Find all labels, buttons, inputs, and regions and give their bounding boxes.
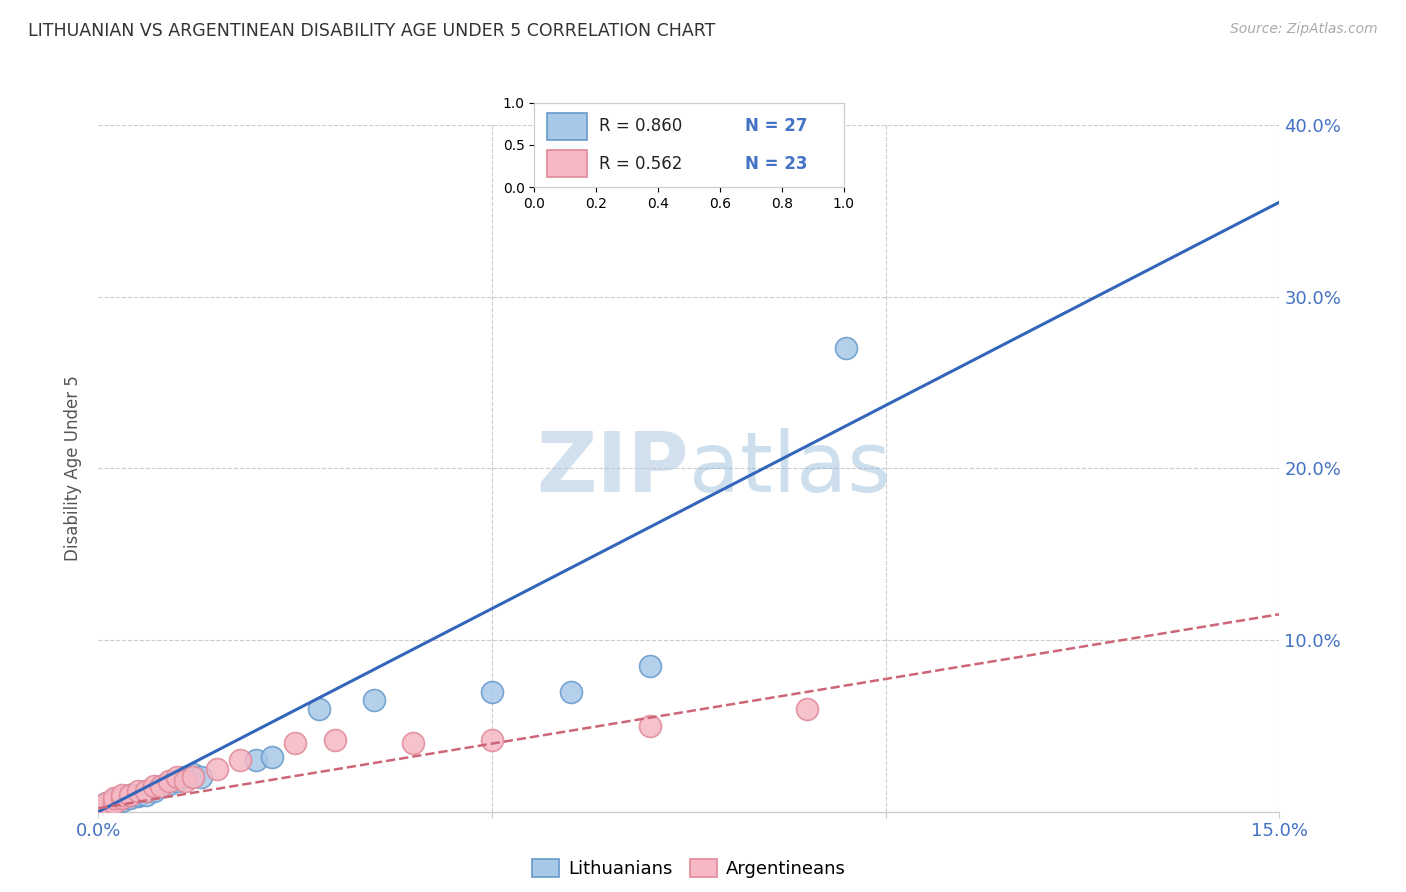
- Point: [150, 779, 173, 793]
- Point: [205, 762, 228, 776]
- Point: [166, 770, 188, 785]
- Text: atlas: atlas: [689, 428, 890, 508]
- Point: [135, 788, 157, 802]
- Point: [118, 788, 141, 802]
- Point: [103, 791, 125, 805]
- Point: [560, 684, 582, 698]
- Point: [142, 779, 165, 793]
- Text: N = 27: N = 27: [745, 118, 807, 136]
- Point: [118, 791, 141, 805]
- Point: [245, 753, 267, 767]
- Point: [127, 789, 149, 804]
- Point: [284, 736, 307, 750]
- Point: [166, 773, 188, 788]
- Point: [118, 788, 141, 802]
- Legend: Lithuanians, Argentineans: Lithuanians, Argentineans: [524, 851, 853, 885]
- Point: [96, 799, 118, 814]
- Point: [135, 784, 157, 798]
- Point: [190, 770, 212, 785]
- Text: LITHUANIAN VS ARGENTINEAN DISABILITY AGE UNDER 5 CORRELATION CHART: LITHUANIAN VS ARGENTINEAN DISABILITY AGE…: [28, 22, 716, 40]
- Point: [835, 341, 858, 355]
- Point: [135, 784, 157, 798]
- Point: [103, 797, 125, 812]
- Point: [174, 773, 197, 788]
- Point: [127, 788, 149, 802]
- Point: [402, 736, 425, 750]
- Point: [157, 777, 180, 791]
- Point: [103, 796, 125, 810]
- Point: [111, 791, 134, 805]
- Point: [127, 784, 149, 798]
- Text: Source: ZipAtlas.com: Source: ZipAtlas.com: [1230, 22, 1378, 37]
- Point: [181, 767, 204, 781]
- Point: [638, 719, 661, 733]
- Point: [323, 732, 346, 747]
- Point: [363, 693, 385, 707]
- Text: R = 0.860: R = 0.860: [599, 118, 682, 136]
- Point: [260, 749, 283, 764]
- Point: [796, 701, 818, 715]
- Point: [96, 799, 118, 814]
- Point: [150, 779, 173, 793]
- Point: [111, 788, 134, 802]
- Point: [96, 796, 118, 810]
- Point: [181, 770, 204, 785]
- FancyBboxPatch shape: [547, 150, 586, 178]
- Point: [103, 793, 125, 807]
- Point: [174, 770, 197, 785]
- Point: [481, 684, 503, 698]
- Point: [229, 753, 252, 767]
- Y-axis label: Disability Age Under 5: Disability Age Under 5: [65, 376, 83, 561]
- Point: [142, 784, 165, 798]
- Point: [96, 796, 118, 810]
- Point: [157, 773, 180, 788]
- Point: [481, 732, 503, 747]
- Point: [308, 701, 330, 715]
- Text: ZIP: ZIP: [537, 428, 689, 508]
- FancyBboxPatch shape: [547, 112, 586, 140]
- Point: [111, 791, 134, 805]
- Point: [638, 658, 661, 673]
- Text: N = 23: N = 23: [745, 154, 807, 172]
- Point: [111, 794, 134, 808]
- Text: R = 0.562: R = 0.562: [599, 154, 682, 172]
